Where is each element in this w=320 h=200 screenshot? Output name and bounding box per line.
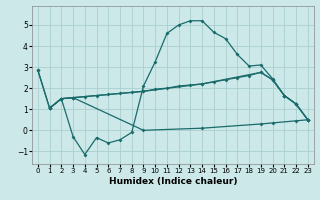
X-axis label: Humidex (Indice chaleur): Humidex (Indice chaleur) (108, 177, 237, 186)
